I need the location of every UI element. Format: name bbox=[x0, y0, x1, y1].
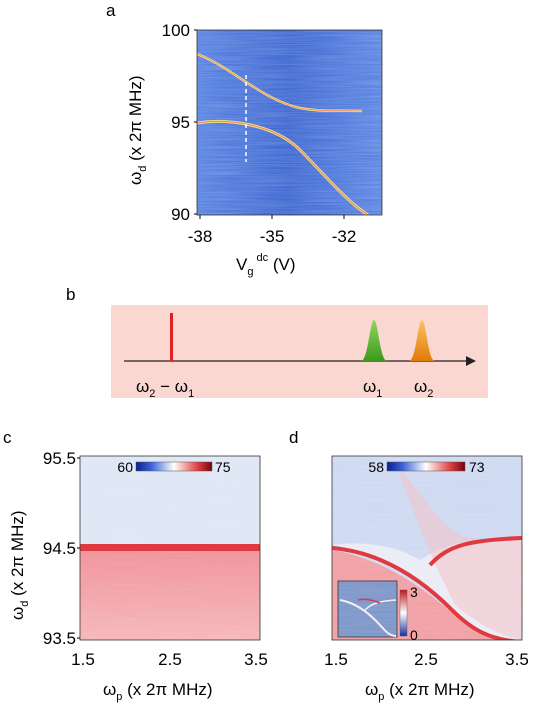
ytick-label: 93.5 bbox=[43, 629, 76, 648]
colorbar-min: 58 bbox=[368, 459, 384, 475]
ytick-label: 95 bbox=[171, 113, 190, 132]
omega1-label: ω1 bbox=[363, 377, 382, 400]
panel-c-xticks: 1.5 2.5 3.5 bbox=[71, 650, 268, 669]
inset-plot: 3 0 bbox=[337, 580, 418, 643]
xtick-label: 3.5 bbox=[244, 650, 268, 669]
xtick-label: 2.5 bbox=[414, 650, 438, 669]
xtick-label: -35 bbox=[260, 227, 285, 246]
panel-d-letter: d bbox=[289, 428, 298, 447]
panel-d: d 58 73 3 0 bbox=[289, 428, 529, 703]
colorbar-min: 60 bbox=[117, 459, 133, 475]
panel-a-yticks: 100 95 90 bbox=[162, 21, 197, 224]
panel-a: a 100 95 90 -38 bbox=[106, 1, 383, 278]
panel-a-letter: a bbox=[106, 1, 116, 20]
panel-c-xlabel: ωp (x 2π MHz) bbox=[103, 680, 213, 703]
xtick-label: 3.5 bbox=[505, 650, 529, 669]
panel-c-heatmap bbox=[80, 456, 260, 640]
omega2-label: ω2 bbox=[414, 377, 433, 400]
upper-branch bbox=[428, 536, 522, 567]
inset-colorbar-max: 3 bbox=[410, 584, 418, 600]
ytick-label: 95.5 bbox=[43, 449, 76, 468]
panel-a-xticks: -38 -35 -32 bbox=[188, 215, 357, 246]
panel-b-letter: b bbox=[66, 285, 75, 304]
panel-c: c 60 75 95.5 94.5 93.5 1.5 2.5 3.5 ωd (x bbox=[3, 428, 268, 703]
xtick-label: -32 bbox=[332, 227, 357, 246]
colorbar-max: 73 bbox=[469, 459, 485, 475]
colorbar bbox=[135, 461, 213, 472]
omega1-peak bbox=[361, 320, 387, 361]
panel-c-yticks: 95.5 94.5 93.5 bbox=[43, 449, 80, 648]
ytick-label: 100 bbox=[162, 21, 190, 40]
ytick-label: 90 bbox=[171, 205, 190, 224]
panel-d-xlabel: ωp (x 2π MHz) bbox=[365, 680, 475, 703]
panel-a-xlabel: Vgdc (V) bbox=[236, 252, 295, 278]
panel-b: b ω2 − ω1 ω1 ω2 bbox=[66, 285, 488, 400]
resonance-band bbox=[80, 544, 260, 551]
xtick-label: -38 bbox=[188, 227, 213, 246]
lower-branch bbox=[332, 546, 522, 640]
difference-frequency-label: ω2 − ω1 bbox=[136, 377, 194, 400]
ytick-label: 94.5 bbox=[43, 539, 76, 558]
colorbar bbox=[386, 461, 466, 472]
panel-c-ylabel: ωd (x 2π MHz) bbox=[8, 510, 31, 620]
panel-d-xticks: 1.5 2.5 3.5 bbox=[324, 650, 529, 669]
omega2-peak bbox=[409, 320, 435, 361]
inset-colorbar bbox=[399, 589, 408, 637]
xtick-label: 1.5 bbox=[71, 650, 95, 669]
panel-a-heatmap bbox=[197, 30, 382, 215]
xtick-label: 1.5 bbox=[324, 650, 348, 669]
panel-d-heatmap bbox=[332, 456, 522, 640]
panel-a-ylabel: ωd (x 2π MHz) bbox=[126, 75, 149, 185]
axis-arrow-icon bbox=[466, 356, 476, 366]
xtick-label: 2.5 bbox=[158, 650, 182, 669]
difference-frequency-line bbox=[170, 313, 173, 361]
colorbar-max: 75 bbox=[215, 459, 231, 475]
panel-c-letter: c bbox=[3, 428, 12, 447]
inset-colorbar-min: 0 bbox=[410, 627, 418, 643]
